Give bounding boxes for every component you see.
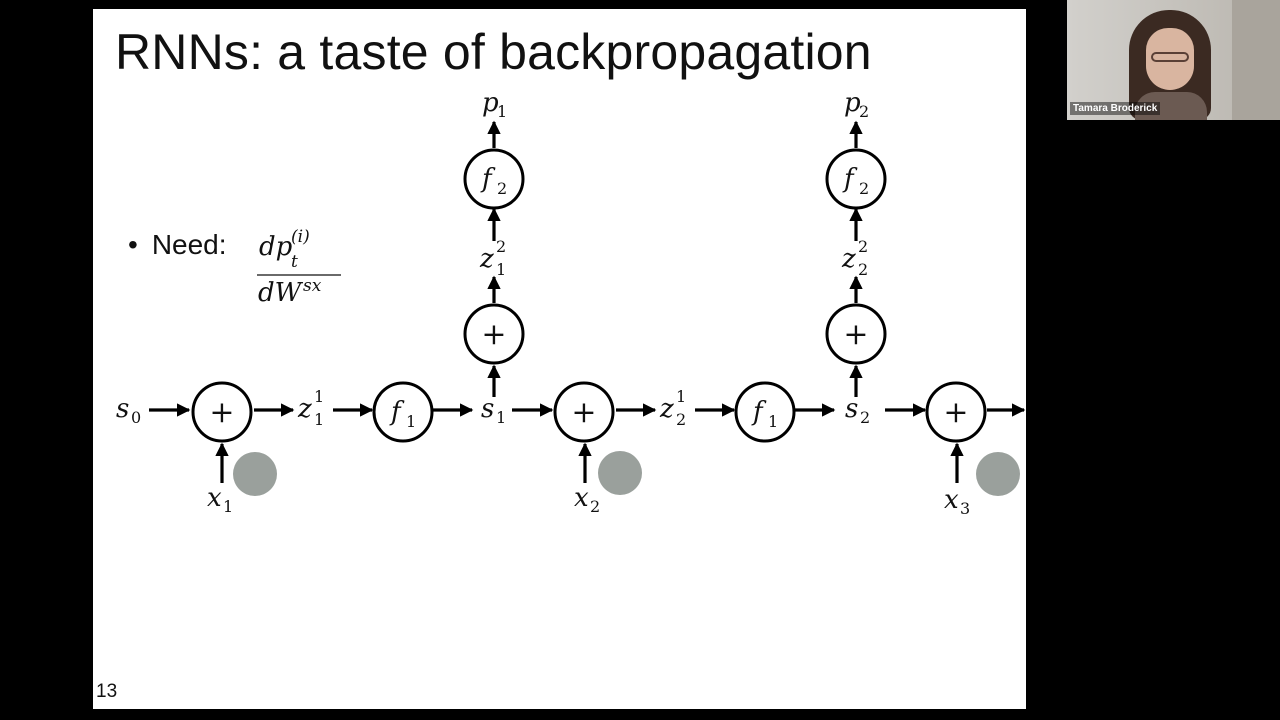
f1-label-sub: 1: [406, 412, 416, 431]
s-label-sub: 0: [131, 408, 141, 427]
plus-symbol: +: [481, 317, 506, 352]
p-label-sub: 1: [497, 102, 507, 121]
fraction-denominator-sup: sx: [303, 276, 322, 296]
z2-label-sup: 2: [858, 237, 868, 256]
x-label: x: [574, 483, 589, 513]
z1-label: z: [659, 394, 674, 424]
f2-node: [827, 150, 885, 208]
slide-number: 13: [96, 681, 117, 703]
p-label-sub: 2: [859, 102, 869, 121]
z1-label-sup: 1: [676, 387, 686, 406]
s-label: s: [845, 394, 858, 424]
plus-symbol: +: [209, 395, 234, 430]
z1-label-sub: 1: [314, 410, 324, 429]
plus-symbol: +: [571, 395, 596, 430]
s-label: s: [481, 394, 494, 424]
f2-label-sub: 2: [497, 179, 507, 198]
f-labels: f 1 f 1 f 2 f 2: [389, 164, 869, 431]
x-label: x: [944, 485, 959, 515]
fraction-denominator-base: dW: [258, 278, 304, 308]
s-label: s: [116, 394, 129, 424]
z2-labels: z 2 1 z 2 2: [479, 237, 868, 279]
f2-label-sub: 2: [859, 179, 869, 198]
f1-node: [736, 383, 794, 441]
fraction-numerator-sup: (i): [291, 227, 310, 247]
f1-node: [374, 383, 432, 441]
highlight-dot: [976, 452, 1020, 496]
f1-label-sub: 1: [768, 412, 778, 431]
participant-name-label: Tamara Broderick: [1070, 102, 1160, 115]
highlight-dot: [233, 452, 277, 496]
z1-label-sub: 2: [676, 410, 686, 429]
participant-glasses: [1151, 52, 1189, 62]
z2-label-sub: 2: [858, 260, 868, 279]
x-label: x: [207, 483, 222, 513]
f2-node: [465, 150, 523, 208]
highlight-dot: [598, 451, 642, 495]
z1-label-sup: 1: [314, 387, 324, 406]
output-labels: p 1 p 2: [482, 88, 869, 121]
rnn-diagram: dp t (i) dW sx: [93, 9, 1026, 709]
x-label-sub: 2: [590, 497, 600, 516]
z2-label: z: [841, 244, 856, 274]
x-label-sub: 3: [960, 499, 970, 518]
plus-symbol: +: [843, 317, 868, 352]
presentation-slide: RNNs: a taste of backpropagation • Need: …: [93, 9, 1026, 709]
fraction-numerator-sub: t: [291, 252, 298, 272]
s-label-sub: 2: [860, 408, 870, 427]
s-label-sub: 1: [496, 408, 506, 427]
input-labels: x 1 x 2 x 3: [207, 483, 970, 518]
highlight-dots: [233, 451, 1020, 496]
x-label-sub: 1: [223, 497, 233, 516]
z2-label: z: [479, 244, 494, 274]
fraction-numerator-base: dp: [259, 232, 293, 262]
z2-label-sup: 2: [496, 237, 506, 256]
plus-symbol: +: [943, 395, 968, 430]
participant-video-tile[interactable]: Tamara Broderick: [1067, 0, 1280, 120]
video-background-shelf: [1232, 0, 1280, 120]
z1-label: z: [297, 394, 312, 424]
derivative-fraction: dp t (i) dW sx: [257, 227, 341, 308]
z2-label-sub: 1: [496, 260, 506, 279]
